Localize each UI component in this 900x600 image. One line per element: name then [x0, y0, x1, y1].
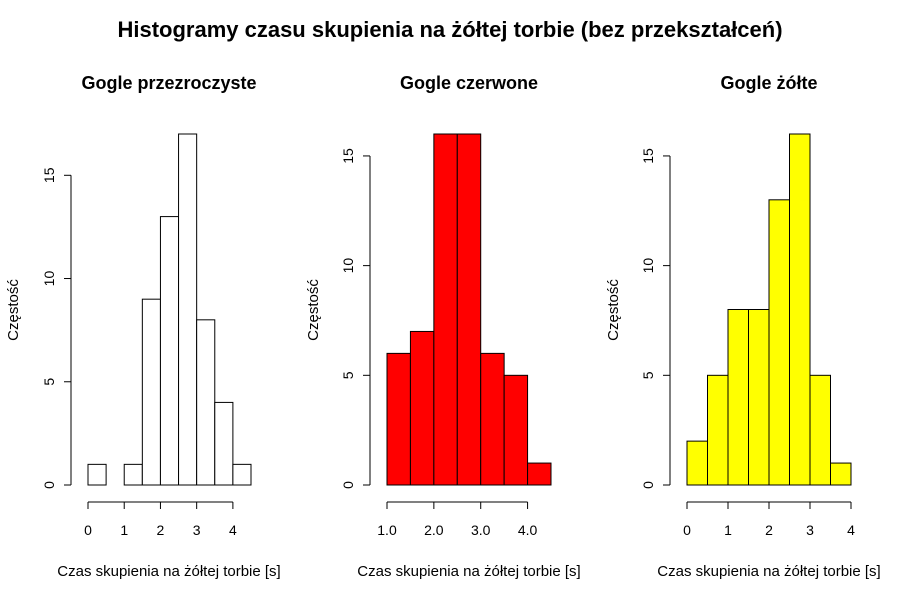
x-tick-label: 0 — [84, 522, 92, 538]
x-tick-label: 3.0 — [471, 522, 491, 538]
y-axis-label: Częstość — [605, 279, 622, 341]
x-tick-label: 3 — [193, 522, 201, 538]
y-tick-label: 10 — [640, 258, 656, 274]
histogram-bar — [480, 352, 505, 486]
y-axis-label: Częstość — [305, 279, 322, 341]
x-axis-label: Czas skupienia na żółtej torbie [s] — [357, 563, 580, 580]
y-tick-label: 0 — [640, 481, 656, 489]
y-tick-label: 10 — [41, 271, 57, 287]
panel-title: Gogle żółte — [720, 73, 817, 93]
panel-title: Gogle czerwone — [400, 73, 538, 93]
x-tick-label: 4 — [229, 522, 237, 538]
x-tick-label: 0 — [683, 522, 691, 538]
histogram-bar — [809, 374, 831, 486]
histogram-panel-3: Gogle żółte 0 1 2 3 4 0 5 10 15 Czas skupienia na … — [605, 73, 881, 580]
histogram-bar — [409, 330, 435, 486]
figure-title: Histogramy czasu skupienia na żółtej tor… — [117, 17, 782, 42]
histogram-bar — [196, 319, 216, 486]
histogram-bar — [232, 463, 252, 486]
histogram-bar — [527, 462, 552, 486]
histogram-panel-2: Gogle czerwone 1.0 2.0 3.0 4.0 0 5 10 15 Czas sku… — [305, 73, 581, 580]
histogram-bar — [386, 352, 411, 486]
y-tick-label: 15 — [41, 167, 57, 183]
histogram-bar — [123, 463, 143, 486]
histogram-bar — [789, 133, 811, 486]
histogram-bar — [87, 463, 107, 486]
histogram-bar — [433, 133, 458, 486]
y-tick-label: 10 — [340, 258, 356, 274]
y-tick-label: 5 — [640, 371, 656, 379]
x-tick-label: 1 — [120, 522, 128, 538]
x-tick-label: 4 — [847, 522, 855, 538]
histogram-bar — [159, 216, 180, 486]
y-tick-label: 15 — [640, 148, 656, 164]
y-tick-label: 0 — [41, 481, 57, 489]
x-axis-label: Czas skupienia na żółtej torbie [s] — [57, 563, 280, 580]
x-tick-label: 1.0 — [377, 522, 397, 538]
x-tick-label: 3 — [806, 522, 814, 538]
histogram-bar — [830, 462, 852, 486]
x-tick-label: 2.0 — [424, 522, 444, 538]
x-axis-label: Czas skupienia na żółtej torbie [s] — [657, 563, 880, 580]
histogram-bar — [178, 133, 198, 486]
histogram-bar — [748, 309, 770, 486]
histogram-bar — [141, 298, 161, 486]
histogram-bar — [456, 133, 482, 486]
histogram-bar — [768, 199, 790, 486]
x-tick-label: 2 — [157, 522, 165, 538]
histogram-panel-1: Gogle przezroczyste 0 1 2 3 4 0 5 10 15 Czas skupi… — [5, 73, 281, 580]
y-tick-label: 5 — [41, 378, 57, 386]
x-tick-label: 4.0 — [518, 522, 538, 538]
histogram-bar — [686, 440, 708, 486]
y-tick-label: 15 — [340, 148, 356, 164]
histogram-bar — [214, 401, 234, 486]
y-tick-label: 0 — [340, 481, 356, 489]
x-tick-label: 2 — [765, 522, 773, 538]
x-tick-label: 1 — [724, 522, 732, 538]
y-axis-label: Częstość — [5, 279, 22, 341]
histogram-bar — [727, 309, 749, 486]
histogram-bar — [707, 374, 729, 486]
histogram-bar — [503, 374, 529, 486]
y-tick-label: 5 — [340, 371, 356, 379]
panel-title: Gogle przezroczyste — [81, 73, 256, 93]
